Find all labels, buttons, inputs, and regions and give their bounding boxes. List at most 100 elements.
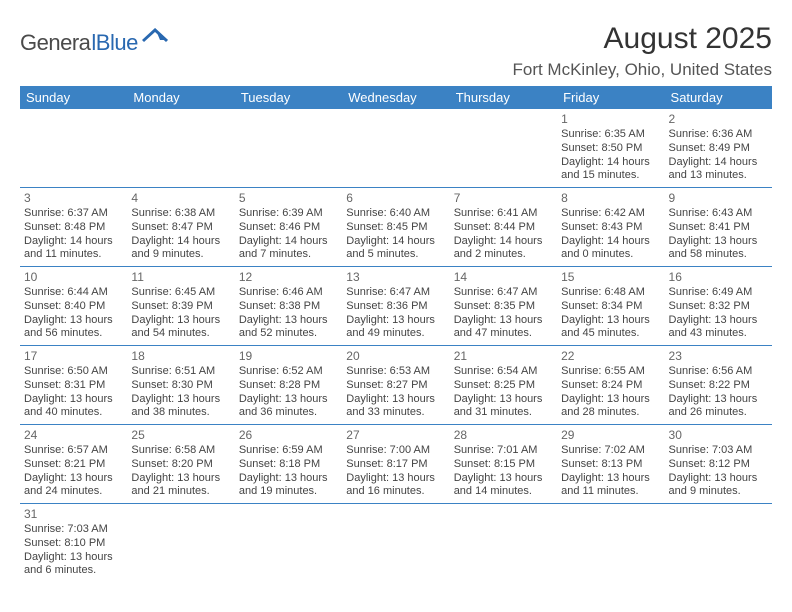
calendar-cell bbox=[557, 504, 664, 583]
sunrise-line: Sunrise: 6:42 AM bbox=[561, 207, 660, 221]
calendar-cell bbox=[342, 109, 449, 188]
calendar-cell: 7Sunrise: 6:41 AMSunset: 8:44 PMDaylight… bbox=[450, 188, 557, 267]
day-number: 14 bbox=[454, 270, 553, 285]
sunrise-line: Sunrise: 6:48 AM bbox=[561, 286, 660, 300]
logo: GeneralBlue bbox=[20, 30, 168, 56]
daylight-line2: and 9 minutes. bbox=[131, 248, 230, 262]
sunset-line: Sunset: 8:35 PM bbox=[454, 300, 553, 314]
calendar-cell: 12Sunrise: 6:46 AMSunset: 8:38 PMDayligh… bbox=[235, 267, 342, 346]
calendar-cell: 29Sunrise: 7:02 AMSunset: 8:13 PMDayligh… bbox=[557, 425, 664, 504]
day-number: 3 bbox=[24, 191, 123, 206]
sunset-line: Sunset: 8:34 PM bbox=[561, 300, 660, 314]
sunrise-line: Sunrise: 6:41 AM bbox=[454, 207, 553, 221]
calendar-cell: 27Sunrise: 7:00 AMSunset: 8:17 PMDayligh… bbox=[342, 425, 449, 504]
sunrise-line: Sunrise: 6:51 AM bbox=[131, 365, 230, 379]
sunset-line: Sunset: 8:41 PM bbox=[669, 221, 768, 235]
daylight-line2: and 6 minutes. bbox=[24, 564, 123, 578]
day-number: 29 bbox=[561, 428, 660, 443]
sunrise-line: Sunrise: 6:47 AM bbox=[454, 286, 553, 300]
daylight-line2: and 56 minutes. bbox=[24, 327, 123, 341]
day-header: Saturday bbox=[665, 86, 772, 109]
daylight-line2: and 26 minutes. bbox=[669, 406, 768, 420]
calendar-cell: 15Sunrise: 6:48 AMSunset: 8:34 PMDayligh… bbox=[557, 267, 664, 346]
calendar-row: 1Sunrise: 6:35 AMSunset: 8:50 PMDaylight… bbox=[20, 109, 772, 188]
day-header: Monday bbox=[127, 86, 234, 109]
calendar-cell bbox=[342, 504, 449, 583]
daylight-line2: and 11 minutes. bbox=[561, 485, 660, 499]
sunrise-line: Sunrise: 6:40 AM bbox=[346, 207, 445, 221]
sunset-line: Sunset: 8:43 PM bbox=[561, 221, 660, 235]
sunrise-line: Sunrise: 6:47 AM bbox=[346, 286, 445, 300]
sunset-line: Sunset: 8:38 PM bbox=[239, 300, 338, 314]
sunrise-line: Sunrise: 6:50 AM bbox=[24, 365, 123, 379]
daylight-line2: and 43 minutes. bbox=[669, 327, 768, 341]
sunrise-line: Sunrise: 6:45 AM bbox=[131, 286, 230, 300]
day-number: 1 bbox=[561, 112, 660, 127]
day-header: Friday bbox=[557, 86, 664, 109]
daylight-line2: and 49 minutes. bbox=[346, 327, 445, 341]
calendar-cell: 19Sunrise: 6:52 AMSunset: 8:28 PMDayligh… bbox=[235, 346, 342, 425]
daylight-line1: Daylight: 13 hours bbox=[561, 472, 660, 486]
sunset-line: Sunset: 8:49 PM bbox=[669, 142, 768, 156]
day-header: Wednesday bbox=[342, 86, 449, 109]
calendar-cell: 22Sunrise: 6:55 AMSunset: 8:24 PMDayligh… bbox=[557, 346, 664, 425]
sunset-line: Sunset: 8:20 PM bbox=[131, 458, 230, 472]
sunrise-line: Sunrise: 6:38 AM bbox=[131, 207, 230, 221]
day-number: 16 bbox=[669, 270, 768, 285]
daylight-line1: Daylight: 13 hours bbox=[239, 393, 338, 407]
daylight-line2: and 11 minutes. bbox=[24, 248, 123, 262]
daylight-line1: Daylight: 13 hours bbox=[24, 551, 123, 565]
sunrise-line: Sunrise: 7:01 AM bbox=[454, 444, 553, 458]
calendar-cell: 1Sunrise: 6:35 AMSunset: 8:50 PMDaylight… bbox=[557, 109, 664, 188]
sunrise-line: Sunrise: 6:55 AM bbox=[561, 365, 660, 379]
calendar-body: 1Sunrise: 6:35 AMSunset: 8:50 PM Daylight… bbox=[20, 109, 772, 582]
day-number: 31 bbox=[24, 507, 123, 522]
daylight-line1: Daylight: 13 hours bbox=[131, 472, 230, 486]
day-number: 27 bbox=[346, 428, 445, 443]
calendar-cell bbox=[235, 504, 342, 583]
day-number: 5 bbox=[239, 191, 338, 206]
calendar-cell bbox=[450, 109, 557, 188]
calendar-cell: 11Sunrise: 6:45 AMSunset: 8:39 PMDayligh… bbox=[127, 267, 234, 346]
calendar-cell bbox=[665, 504, 772, 583]
daylight-line2: and 45 minutes. bbox=[561, 327, 660, 341]
daylight-line2: and 2 minutes. bbox=[454, 248, 553, 262]
sunrise-line: Sunrise: 6:53 AM bbox=[346, 365, 445, 379]
daylight-line1: Daylight: 13 hours bbox=[239, 314, 338, 328]
sunset-line: Sunset: 8:25 PM bbox=[454, 379, 553, 393]
sunrise-line: Sunrise: 6:57 AM bbox=[24, 444, 123, 458]
daylight-line1: Daylight: 13 hours bbox=[454, 393, 553, 407]
day-number: 17 bbox=[24, 349, 123, 364]
daylight-line1: Daylight: 13 hours bbox=[346, 314, 445, 328]
calendar-cell: 21Sunrise: 6:54 AMSunset: 8:25 PMDayligh… bbox=[450, 346, 557, 425]
daylight-line1: Daylight: 14 hours bbox=[24, 235, 123, 249]
daylight-line2: and 36 minutes. bbox=[239, 406, 338, 420]
day-number: 8 bbox=[561, 191, 660, 206]
sunrise-line: Sunrise: 6:35 AM bbox=[561, 128, 660, 142]
sunset-line: Sunset: 8:18 PM bbox=[239, 458, 338, 472]
day-number: 4 bbox=[131, 191, 230, 206]
calendar-row: 17Sunrise: 6:50 AMSunset: 8:31 PMDayligh… bbox=[20, 346, 772, 425]
sunset-line: Sunset: 8:22 PM bbox=[669, 379, 768, 393]
day-number: 24 bbox=[24, 428, 123, 443]
daylight-line1: Daylight: 14 hours bbox=[454, 235, 553, 249]
calendar-cell: 25Sunrise: 6:58 AMSunset: 8:20 PMDayligh… bbox=[127, 425, 234, 504]
sunset-line: Sunset: 8:50 PM bbox=[561, 142, 660, 156]
title-block: August 2025 Fort McKinley, Ohio, United … bbox=[512, 24, 772, 80]
logo-text-part2: lBlue bbox=[91, 30, 137, 56]
sunrise-line: Sunrise: 6:52 AM bbox=[239, 365, 338, 379]
sunrise-line: Sunrise: 6:56 AM bbox=[669, 365, 768, 379]
sunrise-line: Sunrise: 7:00 AM bbox=[346, 444, 445, 458]
sunrise-line: Sunrise: 7:02 AM bbox=[561, 444, 660, 458]
sunset-line: Sunset: 8:40 PM bbox=[24, 300, 123, 314]
calendar-cell: 8Sunrise: 6:42 AMSunset: 8:43 PMDaylight… bbox=[557, 188, 664, 267]
daylight-line1: Daylight: 13 hours bbox=[669, 235, 768, 249]
sunrise-line: Sunrise: 7:03 AM bbox=[24, 523, 123, 537]
sunset-line: Sunset: 8:10 PM bbox=[24, 537, 123, 551]
daylight-line2: and 54 minutes. bbox=[131, 327, 230, 341]
calendar-cell: 10Sunrise: 6:44 AMSunset: 8:40 PMDayligh… bbox=[20, 267, 127, 346]
day-number: 28 bbox=[454, 428, 553, 443]
calendar-cell: 26Sunrise: 6:59 AMSunset: 8:18 PMDayligh… bbox=[235, 425, 342, 504]
day-number: 22 bbox=[561, 349, 660, 364]
sunset-line: Sunset: 8:45 PM bbox=[346, 221, 445, 235]
